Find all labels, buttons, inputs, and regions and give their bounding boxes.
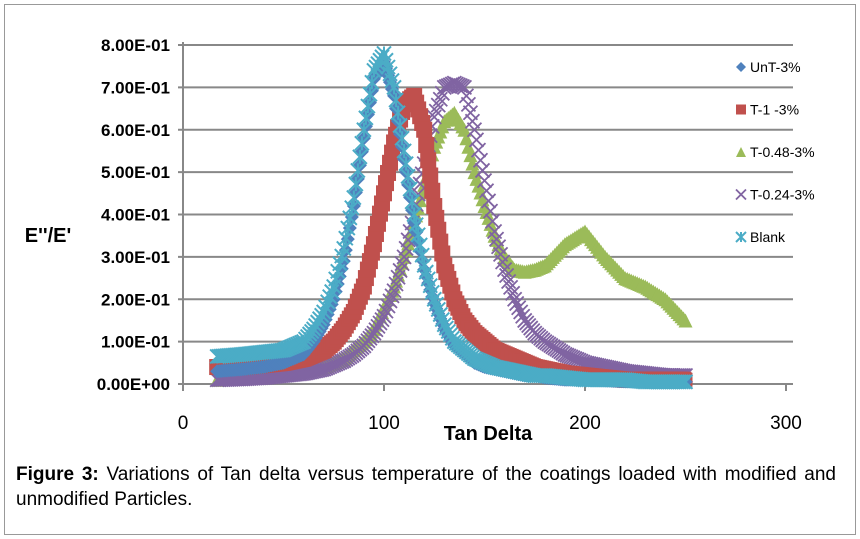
triangle-marker bbox=[461, 139, 476, 154]
star-marker bbox=[402, 181, 418, 197]
legend-item: Blank bbox=[735, 229, 786, 245]
x-marker bbox=[515, 308, 531, 324]
x-marker bbox=[384, 288, 400, 304]
x-marker bbox=[511, 300, 527, 316]
x-marker bbox=[380, 298, 396, 314]
y-tick-label: 4.00E-01 bbox=[101, 206, 170, 225]
y-tick-label: 5.00E-01 bbox=[101, 163, 170, 182]
x-marker bbox=[374, 311, 390, 328]
x-marker bbox=[513, 304, 529, 320]
square-marker bbox=[416, 121, 433, 138]
y-tick-label: 8.00E-01 bbox=[101, 36, 170, 55]
x-marker bbox=[376, 308, 392, 324]
x-marker bbox=[372, 315, 388, 331]
y-tick-label: 1.00E-01 bbox=[101, 333, 170, 352]
x-tick-label: 300 bbox=[770, 413, 802, 434]
x-marker bbox=[366, 325, 382, 341]
y-tick-label: 6.00E-01 bbox=[101, 121, 170, 140]
caption-label: Figure 3: bbox=[16, 464, 99, 485]
y-tick-label: 7.00E-01 bbox=[101, 78, 170, 97]
star-marker bbox=[400, 168, 416, 185]
star-marker bbox=[392, 117, 408, 134]
x-marker bbox=[432, 91, 448, 107]
star-marker bbox=[348, 176, 364, 192]
x-tick-label: 0 bbox=[178, 413, 189, 434]
star-marker bbox=[414, 247, 430, 263]
y-tick-label: 0.00E+00 bbox=[97, 375, 170, 394]
x-marker bbox=[430, 97, 446, 113]
star-marker bbox=[404, 194, 420, 210]
square-marker bbox=[418, 137, 435, 154]
y-tick-label: 2.00E-01 bbox=[101, 290, 170, 309]
triangle-marker bbox=[457, 122, 472, 137]
square-marker bbox=[736, 104, 746, 115]
star-marker bbox=[352, 149, 368, 165]
x-marker bbox=[505, 285, 521, 301]
star-marker bbox=[390, 105, 406, 121]
x-marker bbox=[507, 291, 523, 307]
x-axis-label: Tan Delta bbox=[444, 423, 533, 445]
triangle-marker bbox=[465, 156, 480, 171]
x-marker bbox=[500, 273, 517, 290]
star-marker bbox=[394, 130, 410, 146]
x-marker bbox=[502, 279, 519, 296]
x-marker bbox=[468, 132, 485, 148]
star-marker bbox=[350, 162, 366, 179]
triangle-marker bbox=[463, 148, 478, 163]
x-marker bbox=[368, 322, 384, 338]
legend-item: T-0.24-3% bbox=[735, 187, 815, 203]
legend-label: T-1 -3% bbox=[750, 102, 799, 118]
figure-caption: Figure 3: Variations of Tan delta versus… bbox=[16, 462, 836, 512]
y-axis-label: E''/E' bbox=[25, 225, 72, 247]
triangle-marker bbox=[459, 131, 474, 146]
x-marker bbox=[496, 261, 513, 278]
x-marker bbox=[428, 103, 444, 119]
star-marker bbox=[386, 79, 402, 96]
star-marker bbox=[677, 374, 694, 390]
legend-item: T-0.48-3% bbox=[736, 144, 815, 160]
legend-item: UnT-3% bbox=[736, 59, 801, 75]
star-marker bbox=[396, 143, 412, 159]
triangle-marker bbox=[678, 313, 693, 328]
star-marker bbox=[398, 155, 414, 172]
star-marker bbox=[324, 283, 340, 300]
x-marker bbox=[735, 188, 747, 201]
series-blank bbox=[209, 45, 694, 390]
star-marker bbox=[675, 374, 692, 390]
legend-label: Blank bbox=[750, 229, 786, 245]
x-marker bbox=[378, 303, 394, 319]
x-tick-label: 200 bbox=[569, 413, 601, 434]
x-marker bbox=[382, 293, 398, 309]
x-marker bbox=[498, 267, 515, 284]
figure-border bbox=[4, 4, 856, 535]
star-marker bbox=[735, 231, 747, 243]
square-marker bbox=[424, 182, 441, 199]
legend-label: T-0.24-3% bbox=[750, 187, 815, 203]
y-tick-label: 3.00E-01 bbox=[101, 248, 170, 267]
star-marker bbox=[346, 189, 362, 206]
legend-item: T-1 -3% bbox=[736, 102, 799, 118]
x-marker bbox=[370, 318, 386, 335]
legend-label: T-0.48-3% bbox=[750, 144, 815, 160]
star-marker bbox=[388, 92, 404, 108]
caption-text: Variations of Tan delta versus temperatu… bbox=[16, 464, 837, 510]
square-marker bbox=[422, 167, 439, 184]
legend-label: UnT-3% bbox=[750, 59, 801, 75]
x-tick-label: 100 bbox=[368, 413, 400, 434]
star-marker bbox=[354, 135, 370, 152]
x-marker bbox=[509, 295, 525, 312]
square-marker bbox=[420, 152, 437, 169]
triangle-marker bbox=[736, 147, 746, 157]
diamond-marker bbox=[736, 62, 746, 72]
